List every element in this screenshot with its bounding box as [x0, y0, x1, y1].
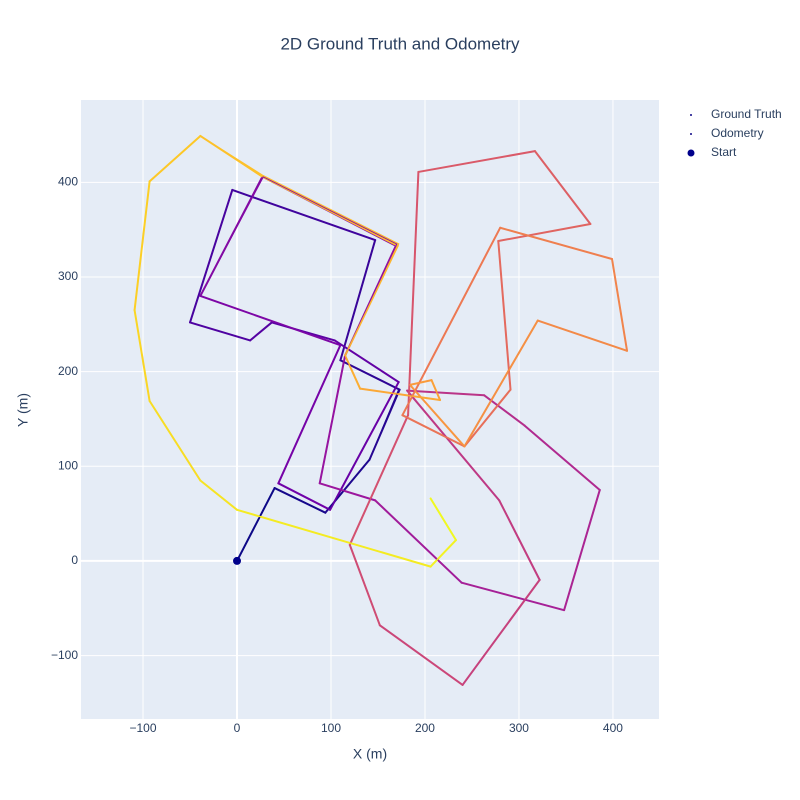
trajectory-segment	[611, 258, 628, 352]
trajectory-segment	[401, 414, 466, 448]
trajectory-segment	[524, 424, 601, 491]
y-tick-label: 0	[71, 553, 78, 567]
y-tick-label: 200	[58, 364, 78, 378]
y-tick-label: 100	[58, 458, 78, 472]
trajectory-segment	[497, 223, 591, 242]
legend-label: Start	[711, 145, 737, 159]
trajectory-segment	[262, 175, 400, 245]
trajectory-segment	[236, 509, 432, 568]
y-axis-title: Y (m)	[15, 393, 31, 427]
y-tick-label: 300	[58, 269, 78, 283]
trajectory-segment	[461, 579, 541, 686]
trajectory-segment	[349, 544, 381, 626]
x-tick-label: 200	[415, 721, 435, 735]
plot-layer	[133, 134, 629, 686]
trajectory-segment	[249, 321, 273, 342]
x-tick-label: 0	[234, 721, 241, 735]
trajectory-segment	[329, 381, 400, 511]
trajectory-segment	[406, 389, 485, 396]
trajectory-segment	[339, 239, 376, 361]
trajectory-segment	[199, 295, 341, 346]
trajectory-segment	[463, 319, 539, 448]
trajectory-segment	[149, 135, 201, 182]
y-tick-label: −100	[51, 648, 78, 662]
trajectory-segment	[497, 240, 512, 391]
trajectory-segment	[401, 227, 501, 416]
trajectory-segment	[406, 389, 500, 501]
trajectory-segment	[133, 180, 151, 311]
x-tick-label: −100	[130, 721, 157, 735]
trajectory-segment	[189, 321, 251, 342]
trajectory-segment	[231, 189, 376, 241]
trajectory-segment	[409, 384, 466, 448]
y-tick-label: 400	[58, 175, 78, 189]
trajectory-segment	[262, 176, 398, 245]
trajectory-segment	[319, 482, 376, 501]
trajectory-segment	[199, 479, 238, 511]
legend-label: Ground Truth	[711, 107, 782, 121]
trajectory-segment	[199, 176, 264, 297]
trajectory-segment	[334, 339, 400, 383]
trajectory-segment	[409, 379, 433, 386]
start-point	[233, 556, 242, 565]
trajectory-segment	[374, 499, 463, 584]
trajectory-segment	[417, 150, 536, 173]
trajectory-segment	[344, 354, 361, 390]
legend-marker	[687, 149, 695, 157]
trajectory-segment	[133, 309, 151, 402]
trajectory-segment	[271, 321, 336, 342]
trajectory-segment	[379, 624, 464, 686]
x-tick-label: 300	[509, 721, 529, 735]
trajectory-segment	[189, 189, 233, 324]
legend-marker	[690, 133, 692, 135]
trajectory-segment	[149, 400, 201, 482]
trajectory-segment	[277, 344, 341, 484]
trajectory-segment	[199, 135, 264, 177]
trajectory-segment	[349, 414, 409, 546]
legend-marker	[690, 114, 692, 116]
trajectory-segment	[344, 243, 400, 357]
trajectory-segment	[563, 489, 601, 611]
trajectory-segment	[407, 171, 420, 416]
trajectory-segment	[498, 499, 541, 581]
trajectory-segment	[430, 539, 457, 568]
trajectory-segment	[463, 389, 512, 448]
trajectory-segment	[368, 389, 400, 461]
x-axis-title: X (m)	[353, 746, 387, 762]
trajectory-segment	[534, 150, 591, 225]
trajectory-segment	[430, 379, 441, 401]
trajectory-segment	[274, 487, 326, 514]
trajectory-segment	[319, 354, 346, 484]
trajectory-segment	[277, 482, 331, 511]
chart-title: 2D Ground Truth and Odometry	[280, 34, 520, 53]
trajectory-segment	[359, 388, 441, 401]
trajectory-segment	[499, 227, 613, 260]
trajectory-segment	[537, 319, 628, 352]
trajectory-segment	[236, 487, 276, 562]
plot-area	[81, 100, 659, 719]
trajectory-segment	[430, 497, 457, 541]
legend-label: Odometry	[711, 126, 764, 140]
x-tick-label: 400	[603, 721, 623, 735]
trajectory-segment	[461, 582, 565, 611]
x-tick-label: 100	[321, 721, 341, 735]
